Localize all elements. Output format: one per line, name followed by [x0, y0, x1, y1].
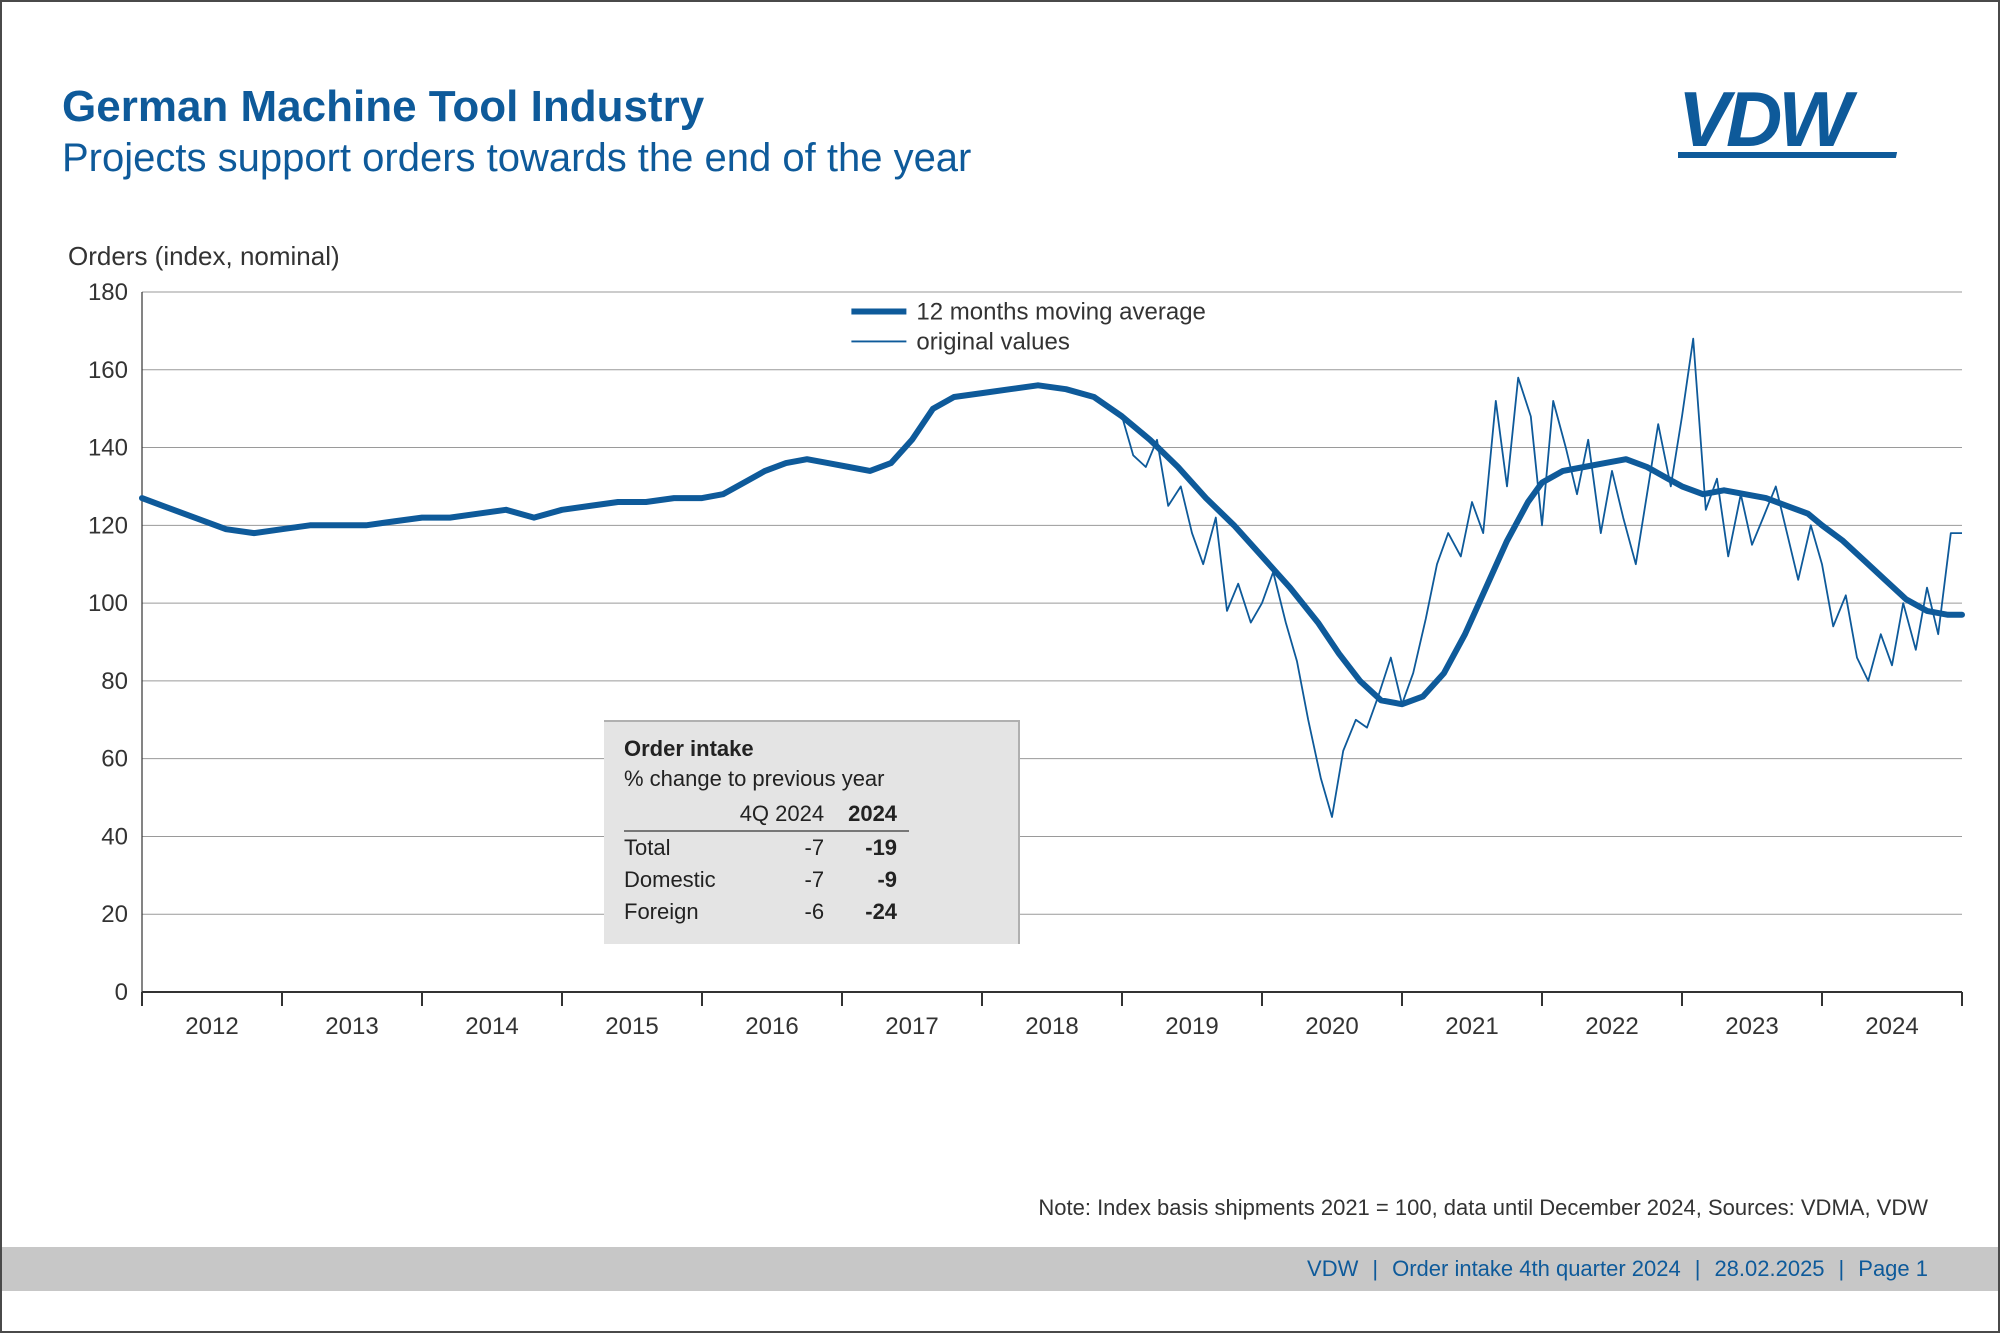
svg-text:2023: 2023 — [1725, 1013, 1778, 1040]
svg-text:2012: 2012 — [185, 1013, 238, 1040]
footer-doc: Order intake 4th quarter 2024 — [1392, 1256, 1681, 1282]
svg-text:140: 140 — [88, 435, 128, 462]
footer-sep-icon: | — [1839, 1256, 1845, 1282]
svg-text:80: 80 — [101, 668, 128, 695]
svg-text:2022: 2022 — [1585, 1013, 1638, 1040]
order-intake-table: Order intake % change to previous year 4… — [604, 720, 1020, 944]
footer-bar: VDW | Order intake 4th quarter 2024 | 28… — [2, 1247, 1998, 1291]
inset-col2: 2024 — [836, 798, 909, 831]
titles: German Machine Tool Industry Projects su… — [62, 62, 971, 181]
chart-note: Note: Index basis shipments 2021 = 100, … — [1038, 1195, 1928, 1221]
svg-text:180: 180 — [88, 282, 128, 306]
svg-text:2024: 2024 — [1865, 1013, 1918, 1040]
svg-text:2016: 2016 — [745, 1013, 798, 1040]
svg-text:40: 40 — [101, 823, 128, 850]
chart: Orders (index, nominal) 0 20 40 60 80 100 120 1… — [62, 241, 1938, 1057]
chart-area: 0 20 40 60 80 100 120 140 160 180 2012 2013 2014 2015… — [62, 282, 1938, 1057]
footer-date: 28.02.2025 — [1714, 1256, 1824, 1282]
footer-sep-icon: | — [1372, 1256, 1378, 1282]
inset-row: Total-7-19 — [624, 831, 909, 864]
svg-text:2015: 2015 — [605, 1013, 658, 1040]
y-axis-title: Orders (index, nominal) — [68, 241, 1938, 272]
svg-text:120: 120 — [88, 512, 128, 539]
svg-text:60: 60 — [101, 746, 128, 773]
page-frame: German Machine Tool Industry Projects su… — [0, 0, 2000, 1333]
svg-text:2020: 2020 — [1305, 1013, 1358, 1040]
svg-text:0: 0 — [115, 979, 128, 1006]
svg-text:2021: 2021 — [1445, 1013, 1498, 1040]
svg-text:2013: 2013 — [325, 1013, 378, 1040]
original-values-line — [1122, 339, 1962, 817]
page-title: German Machine Tool Industry — [62, 82, 971, 132]
logo-text: VDW — [1678, 82, 1858, 163]
footer-sep-icon: | — [1695, 1256, 1701, 1282]
legend-original-label: original values — [916, 328, 1069, 355]
inset-col1: 4Q 2024 — [728, 798, 836, 831]
inset-title: Order intake — [624, 736, 994, 762]
inset-row: Domestic-7-9 — [624, 864, 909, 896]
svg-text:2017: 2017 — [885, 1013, 938, 1040]
svg-text:100: 100 — [88, 590, 128, 617]
legend-moving-label: 12 months moving average — [916, 298, 1206, 325]
inset-data-table: 4Q 2024 2024 Total-7-19Domestic-7-9Forei… — [624, 798, 909, 928]
svg-text:2019: 2019 — [1165, 1013, 1218, 1040]
page-subtitle: Projects support orders towards the end … — [62, 136, 971, 181]
inset-subtitle: % change to previous year — [624, 766, 994, 792]
footer-org: VDW — [1307, 1256, 1358, 1282]
header: German Machine Tool Industry Projects su… — [62, 62, 1938, 181]
svg-text:20: 20 — [101, 901, 128, 928]
vdw-logo: VDW — [1678, 82, 1928, 169]
svg-text:160: 160 — [88, 357, 128, 384]
chart-svg: 0 20 40 60 80 100 120 140 160 180 2012 2013 2014 2015… — [62, 282, 1982, 1052]
moving-average-line — [142, 385, 1962, 704]
inset-row: Foreign-6-24 — [624, 896, 909, 928]
svg-text:2018: 2018 — [1025, 1013, 1078, 1040]
footer-page: Page 1 — [1858, 1256, 1928, 1282]
svg-text:2014: 2014 — [465, 1013, 518, 1040]
